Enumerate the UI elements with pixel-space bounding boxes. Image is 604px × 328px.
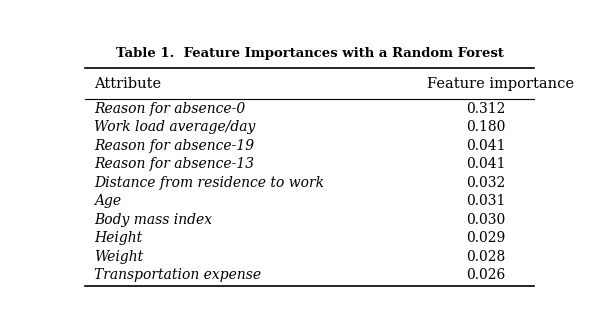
Text: Transportation expense: Transportation expense	[94, 268, 262, 282]
Text: 0.180: 0.180	[466, 120, 506, 134]
Text: 0.029: 0.029	[466, 231, 506, 245]
Text: Feature importance: Feature importance	[426, 76, 574, 91]
Text: 0.041: 0.041	[466, 139, 506, 153]
Text: Body mass index: Body mass index	[94, 213, 213, 227]
Text: 0.031: 0.031	[466, 194, 506, 208]
Text: 0.032: 0.032	[466, 176, 506, 190]
Text: Age: Age	[94, 194, 121, 208]
Text: Work load average/day: Work load average/day	[94, 120, 255, 134]
Text: Attribute: Attribute	[94, 76, 161, 91]
Text: 0.026: 0.026	[466, 268, 506, 282]
Text: Height: Height	[94, 231, 143, 245]
Text: 0.041: 0.041	[466, 157, 506, 171]
Text: 0.028: 0.028	[466, 250, 506, 264]
Text: Distance from residence to work: Distance from residence to work	[94, 176, 324, 190]
Text: Reason for absence-19: Reason for absence-19	[94, 139, 254, 153]
Text: Weight: Weight	[94, 250, 144, 264]
Text: Reason for absence-13: Reason for absence-13	[94, 157, 254, 171]
Text: 0.030: 0.030	[466, 213, 506, 227]
Text: Reason for absence-0: Reason for absence-0	[94, 102, 245, 116]
Text: 0.312: 0.312	[466, 102, 506, 116]
Text: Table 1.  Feature Importances with a Random Forest: Table 1. Feature Importances with a Rand…	[115, 47, 504, 60]
